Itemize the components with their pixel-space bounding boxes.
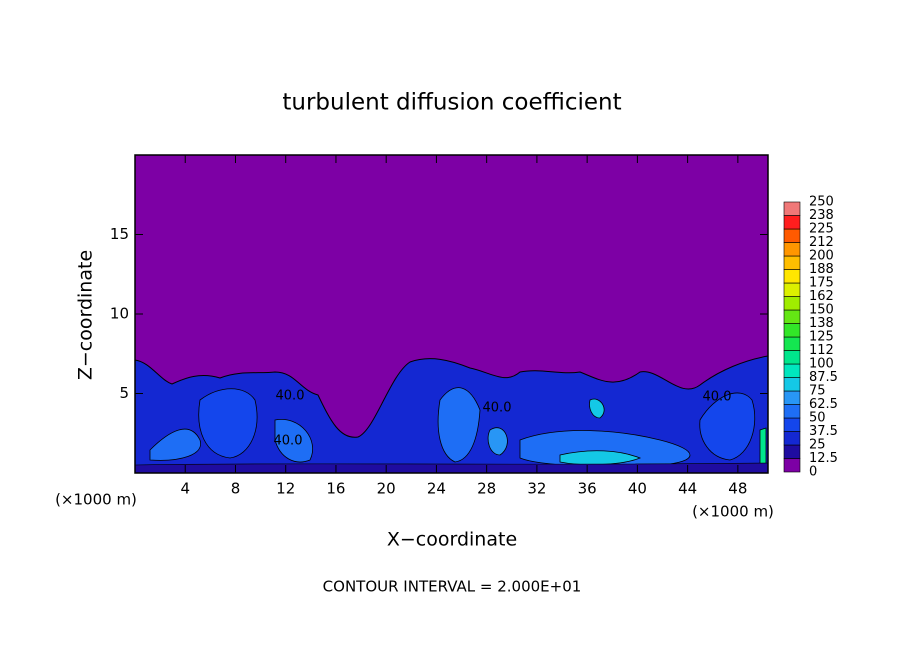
colorbar-label: 188 [809, 262, 834, 277]
y-axis-label: Z−coordinate [75, 250, 97, 380]
field-region [274, 418, 313, 463]
colorbar-bin [783, 444, 801, 459]
y-tick-label: 15 [110, 225, 129, 243]
colorbar-label: 100 [809, 357, 834, 372]
colorbar-label: 125 [809, 330, 834, 345]
colorbar-label: 200 [809, 249, 834, 264]
field-region [149, 428, 201, 461]
colorbar-bin [783, 242, 801, 257]
colorbar-label: 150 [809, 303, 834, 318]
x-tick-label: 36 [578, 480, 597, 498]
colorbar-label: 112 [809, 343, 834, 358]
colorbar-bin [783, 390, 801, 405]
x-unit-label: (×1000 m) [692, 503, 774, 521]
colorbar-label: 37.5 [809, 424, 838, 439]
colorbar-label: 75 [809, 384, 826, 399]
contour-label: 40.0 [276, 389, 305, 404]
colorbar-bin [783, 215, 801, 230]
colorbar-bin [783, 323, 801, 338]
x-tick-label: 16 [326, 480, 345, 498]
colorbar-bin [783, 296, 801, 311]
colorbar-label: 25 [809, 438, 826, 453]
colorbar-label: 238 [809, 208, 834, 223]
chart-title: turbulent diffusion coefficient [282, 90, 621, 116]
colorbar-bin [783, 228, 801, 243]
colorbar-bin [783, 431, 801, 446]
colorbar-bin [783, 363, 801, 378]
x-tick-label: 12 [276, 480, 295, 498]
colorbar-label: 62.5 [809, 397, 838, 412]
field-region [134, 462, 769, 474]
colorbar-bin [783, 377, 801, 392]
colorbar-label: 225 [809, 222, 834, 237]
x-tick-label: 40 [628, 480, 647, 498]
x-tick-label: 32 [527, 480, 546, 498]
colorbar-label: 87.5 [809, 370, 838, 385]
colorbar-label: 50 [809, 411, 826, 426]
colorbar-bin [783, 255, 801, 270]
field-region [699, 392, 756, 461]
colorbar-label: 175 [809, 276, 834, 291]
colorbar-bin [783, 309, 801, 324]
x-tick-label: 44 [678, 480, 697, 498]
x-tick-label: 48 [728, 480, 747, 498]
x-tick-label: 24 [427, 480, 446, 498]
colorbar-bin [783, 417, 801, 432]
x-tick-label: 8 [231, 480, 241, 498]
contour-label: 40.0 [274, 434, 303, 449]
colorbar-bin [783, 269, 801, 284]
x-tick-label: 4 [180, 480, 190, 498]
x-tick-label: 20 [377, 480, 396, 498]
colorbar-bin [783, 201, 801, 216]
colorbar-label: 212 [809, 235, 834, 250]
plot-area: 40.0 40.0 40.0 40.0 [134, 155, 769, 474]
field-region [198, 388, 258, 459]
colorbar-bin [783, 282, 801, 297]
colorbar-bin [783, 404, 801, 419]
colorbar-bin [783, 336, 801, 351]
x-tick-label: 28 [477, 480, 496, 498]
colorbar-label: 162 [809, 289, 834, 304]
x-axis-label: X−coordinate [387, 529, 517, 551]
field-region [589, 398, 605, 419]
colorbar-label: 250 [809, 195, 834, 210]
x-unit-label: (×1000 m) [55, 491, 137, 509]
colorbar-bin [783, 350, 801, 365]
colorbar-label: 0 [809, 465, 817, 480]
colorbar-label: 12.5 [809, 451, 838, 466]
field-region [437, 387, 481, 463]
colorbar-label: 138 [809, 316, 834, 331]
contour-label: 40.0 [703, 390, 732, 405]
colorbar-bin [783, 458, 801, 473]
field-region [487, 427, 508, 456]
y-tick-label: 10 [110, 305, 129, 323]
contour-label: 40.0 [483, 401, 512, 416]
contour-interval-note: CONTOUR INTERVAL = 2.000E+01 [323, 578, 582, 596]
y-tick-label: 5 [119, 384, 129, 402]
